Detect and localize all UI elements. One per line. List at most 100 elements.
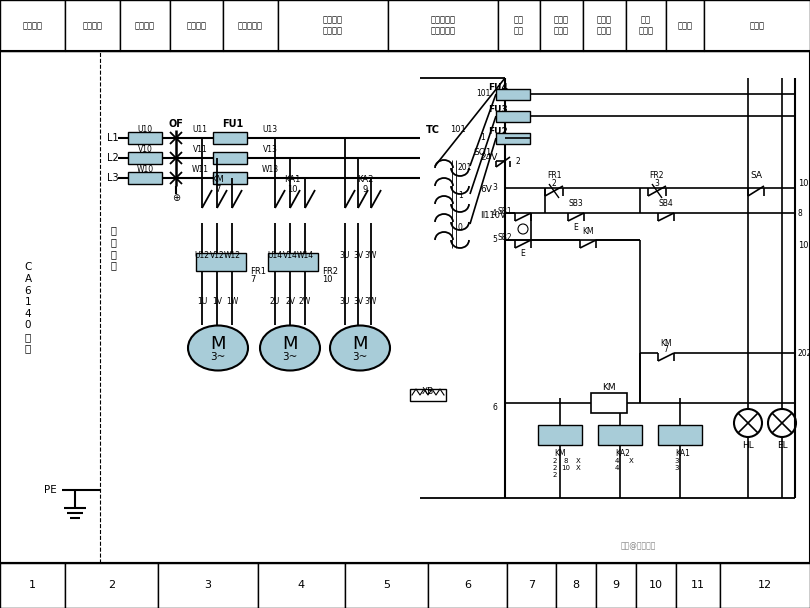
Text: EL: EL: [777, 441, 787, 449]
Text: 9: 9: [362, 185, 368, 195]
Bar: [213, 172, 247, 184]
Text: 24V: 24V: [480, 153, 497, 162]
Bar: [538, 425, 582, 445]
Text: 2U: 2U: [270, 297, 280, 306]
Bar: [128, 152, 162, 164]
Bar: [496, 89, 530, 100]
Text: E: E: [573, 223, 578, 232]
Bar: [583, 0, 626, 51]
Text: 101: 101: [450, 125, 466, 134]
Text: 3~: 3~: [352, 352, 368, 362]
Text: 7: 7: [663, 345, 668, 354]
Bar: [496, 111, 530, 122]
Text: 2: 2: [552, 458, 557, 464]
Text: FR2: FR2: [650, 171, 664, 181]
Text: C
A
6
1
4
0
车
床: C A 6 1 4 0 车 床: [24, 263, 32, 354]
Text: KM: KM: [660, 339, 671, 348]
Text: 3: 3: [675, 465, 680, 471]
Text: Ⅱ110V: Ⅱ110V: [480, 212, 505, 221]
Bar: [120, 0, 170, 51]
Text: 5: 5: [492, 235, 497, 244]
Text: SA: SA: [750, 171, 762, 181]
Ellipse shape: [188, 325, 248, 370]
Text: 2: 2: [552, 472, 557, 478]
Bar: [596, 563, 636, 608]
Text: 202: 202: [798, 348, 810, 358]
Text: 103: 103: [798, 241, 810, 249]
Text: 主轴电
机控制: 主轴电 机控制: [554, 16, 569, 35]
Text: X: X: [576, 465, 581, 471]
Text: 6: 6: [492, 404, 497, 412]
Text: V14: V14: [283, 252, 297, 260]
Ellipse shape: [330, 325, 390, 370]
Bar: [258, 563, 345, 608]
Text: X: X: [576, 458, 581, 464]
Text: 3V: 3V: [353, 252, 363, 260]
Text: W11: W11: [191, 165, 208, 173]
Bar: [158, 563, 258, 608]
Text: KA1: KA1: [676, 449, 690, 457]
Text: M: M: [352, 335, 368, 353]
Text: U13: U13: [262, 125, 278, 134]
Text: 3: 3: [204, 581, 211, 590]
Text: FR1: FR1: [547, 171, 561, 181]
Bar: [65, 563, 158, 608]
Text: XB: XB: [422, 387, 434, 395]
Text: 冷却泵电机: 冷却泵电机: [238, 21, 263, 30]
Text: SB1: SB1: [497, 207, 512, 215]
Text: 3W: 3W: [364, 252, 377, 260]
Bar: [388, 0, 498, 51]
Text: 201: 201: [458, 164, 472, 173]
Bar: [128, 172, 162, 184]
Text: PE: PE: [44, 485, 57, 495]
Text: V13: V13: [262, 145, 278, 153]
Text: 电源开关: 电源开关: [83, 21, 103, 30]
Bar: [658, 425, 702, 445]
Text: 8: 8: [573, 581, 580, 590]
Text: 电源保护: 电源保护: [23, 21, 42, 30]
Text: U11: U11: [193, 125, 207, 134]
Text: 2: 2: [516, 156, 520, 165]
Text: KM: KM: [582, 227, 594, 237]
Text: L1: L1: [107, 133, 118, 143]
Bar: [676, 563, 720, 608]
Text: V12: V12: [210, 252, 224, 260]
Text: 2W: 2W: [299, 297, 311, 306]
Bar: [410, 389, 446, 401]
Text: 102: 102: [798, 179, 810, 187]
Text: 刀架快速
移动电机: 刀架快速 移动电机: [323, 16, 343, 35]
Text: OF: OF: [168, 119, 183, 129]
Text: FR2: FR2: [322, 266, 338, 275]
Bar: [128, 132, 162, 144]
Text: 2: 2: [552, 179, 556, 187]
Text: TC: TC: [426, 125, 440, 135]
Text: FU2: FU2: [488, 128, 508, 137]
Text: 照明灯: 照明灯: [749, 21, 765, 30]
Bar: [0, 0, 810, 51]
Text: 4: 4: [492, 209, 497, 218]
Text: HL: HL: [742, 441, 754, 449]
Text: E: E: [521, 249, 526, 258]
Text: 3~: 3~: [283, 352, 298, 362]
Bar: [496, 133, 530, 144]
Text: 刀架快
速移动: 刀架快 速移动: [597, 16, 612, 35]
Text: 10: 10: [322, 275, 332, 285]
Text: 2: 2: [108, 581, 115, 590]
Bar: [704, 0, 810, 51]
Text: 主轴电机: 主轴电机: [135, 21, 155, 30]
Text: 3: 3: [654, 179, 659, 187]
Text: 3W: 3W: [364, 297, 377, 306]
Text: FU3: FU3: [488, 106, 508, 114]
Text: 4: 4: [298, 581, 305, 590]
Text: W13: W13: [262, 165, 279, 173]
Text: X: X: [629, 458, 633, 464]
Text: W14: W14: [296, 252, 313, 260]
Bar: [428, 563, 507, 608]
Text: W10: W10: [136, 165, 154, 173]
Bar: [170, 0, 223, 51]
Bar: [720, 563, 810, 608]
Bar: [507, 563, 556, 608]
Bar: [556, 563, 596, 608]
Bar: [345, 563, 428, 608]
Text: 11: 11: [691, 581, 705, 590]
